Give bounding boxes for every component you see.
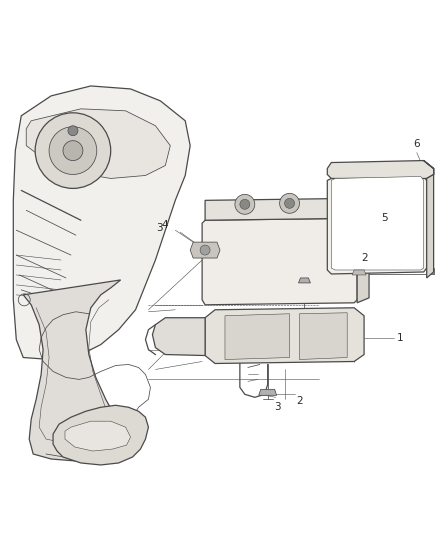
Polygon shape [424, 160, 434, 278]
Polygon shape [190, 242, 220, 258]
Polygon shape [26, 109, 170, 179]
Circle shape [63, 141, 83, 160]
Text: 2: 2 [361, 253, 368, 263]
Polygon shape [225, 314, 290, 360]
Polygon shape [354, 198, 369, 303]
Polygon shape [23, 280, 120, 461]
Circle shape [49, 127, 97, 174]
Circle shape [279, 193, 300, 213]
Text: 6: 6 [413, 139, 420, 149]
Text: 1: 1 [397, 333, 403, 343]
Polygon shape [259, 389, 277, 395]
Text: 3: 3 [156, 223, 162, 233]
Polygon shape [205, 308, 364, 364]
Circle shape [285, 198, 294, 208]
Text: 2: 2 [297, 397, 303, 406]
Polygon shape [152, 318, 205, 356]
Polygon shape [13, 86, 190, 360]
Polygon shape [327, 176, 427, 274]
Circle shape [68, 126, 78, 136]
Polygon shape [327, 160, 434, 179]
Circle shape [35, 113, 111, 188]
Polygon shape [53, 405, 148, 465]
Polygon shape [65, 421, 131, 451]
Polygon shape [298, 278, 311, 283]
Polygon shape [300, 313, 347, 360]
Text: 5: 5 [381, 213, 388, 223]
Circle shape [235, 195, 255, 214]
Circle shape [240, 199, 250, 209]
Circle shape [200, 245, 210, 255]
Polygon shape [205, 198, 357, 220]
Polygon shape [331, 176, 424, 270]
Text: 4: 4 [162, 220, 168, 230]
Polygon shape [202, 218, 357, 305]
Polygon shape [352, 270, 366, 275]
Text: 3: 3 [274, 402, 281, 412]
